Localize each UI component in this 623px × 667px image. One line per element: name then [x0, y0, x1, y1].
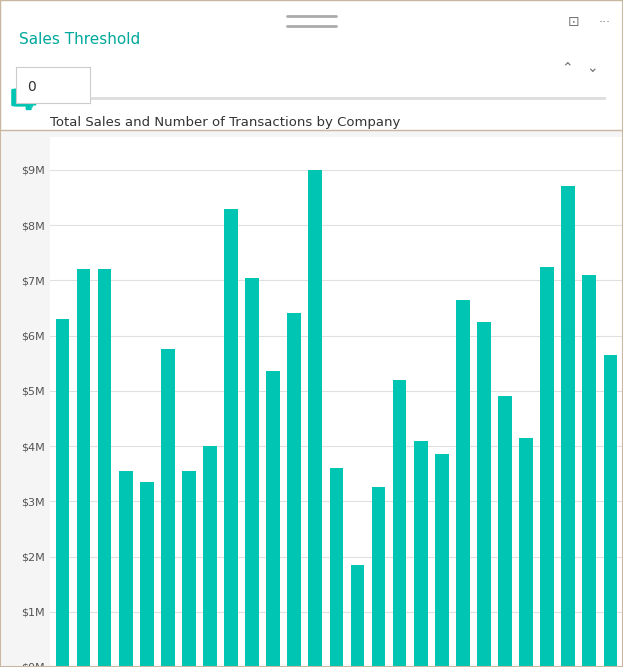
- Text: ···: ···: [598, 15, 611, 29]
- Text: Sales Threshold: Sales Threshold: [19, 31, 140, 47]
- Bar: [392, 380, 406, 667]
- Bar: [77, 269, 90, 667]
- Bar: [245, 277, 259, 667]
- Bar: [561, 187, 575, 667]
- Bar: [414, 440, 427, 667]
- Bar: [435, 454, 449, 667]
- Bar: [119, 471, 133, 667]
- Bar: [583, 275, 596, 667]
- Text: 0: 0: [27, 80, 36, 94]
- Bar: [161, 350, 174, 667]
- Bar: [540, 267, 554, 667]
- Bar: [351, 565, 364, 667]
- Text: ☛: ☛: [24, 99, 37, 115]
- Text: ⌄: ⌄: [586, 61, 597, 75]
- Bar: [330, 468, 343, 667]
- Bar: [267, 372, 280, 667]
- Bar: [182, 471, 196, 667]
- Bar: [498, 396, 512, 667]
- Bar: [477, 321, 491, 667]
- Bar: [98, 269, 112, 667]
- Bar: [308, 170, 322, 667]
- Text: ⌃: ⌃: [561, 61, 573, 75]
- Text: ⊡: ⊡: [568, 15, 579, 29]
- Bar: [287, 313, 301, 667]
- Bar: [519, 438, 533, 667]
- Bar: [140, 482, 154, 667]
- Text: Total Sales and Number of Transactions by Company: Total Sales and Number of Transactions b…: [50, 115, 400, 129]
- FancyBboxPatch shape: [11, 89, 29, 107]
- Bar: [55, 319, 69, 667]
- Bar: [203, 446, 217, 667]
- Bar: [604, 355, 617, 667]
- Bar: [456, 299, 470, 667]
- Bar: [224, 209, 238, 667]
- Bar: [372, 488, 386, 667]
